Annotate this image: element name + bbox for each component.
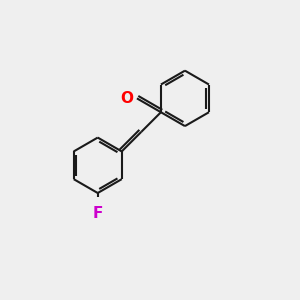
Text: O: O [120, 91, 133, 106]
Text: F: F [92, 206, 103, 221]
